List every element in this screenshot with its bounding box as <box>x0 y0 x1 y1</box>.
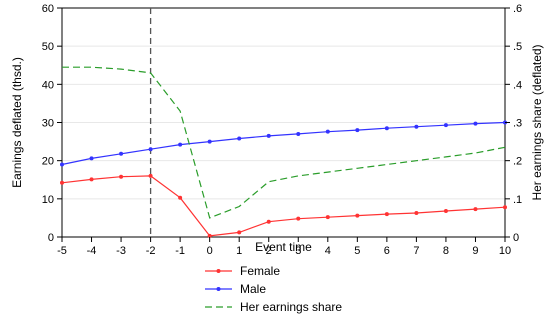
data-point-male <box>443 123 448 128</box>
x-tick-label: 8 <box>443 245 449 257</box>
legend-label-her-earnings-share: Her earnings share <box>240 300 342 314</box>
y-right-tick-label: .3 <box>513 118 522 130</box>
y-right-tick-label: 0 <box>513 232 519 244</box>
x-tick-label: -1 <box>175 245 185 257</box>
y-right-tick-label: .2 <box>513 156 522 168</box>
legend-marker-female <box>216 269 221 273</box>
series-lines <box>60 66 507 238</box>
data-point-male <box>148 147 153 152</box>
x-tick-label: 10 <box>499 245 511 257</box>
x-tick-label: 7 <box>413 245 419 257</box>
data-point-female <box>60 180 64 185</box>
y-left-tick-label: 30 <box>42 118 54 130</box>
data-point-female <box>148 173 153 178</box>
x-tick-label: 3 <box>295 245 301 257</box>
y-right-tick-label: .6 <box>513 3 522 15</box>
x-tick-label: 2 <box>266 245 272 257</box>
x-tick-label: 5 <box>354 245 360 257</box>
data-point-female <box>178 195 183 200</box>
y-left-tick-label: 20 <box>42 156 54 168</box>
y-left-tick-label: 50 <box>42 41 54 53</box>
data-point-female <box>473 207 478 212</box>
y-left-tick-label: 10 <box>42 194 54 206</box>
y-right-tick-label: .5 <box>513 41 522 53</box>
data-point-female <box>266 219 271 224</box>
data-point-female <box>384 212 389 217</box>
y-left-tick-label: 40 <box>42 79 54 91</box>
data-point-male <box>119 151 124 156</box>
y-right-tick-label: .4 <box>513 79 522 91</box>
data-point-male <box>414 124 419 129</box>
data-point-male <box>89 156 94 161</box>
y-right-axis-title: Her earnings share (deflated) <box>530 44 544 200</box>
y-right-tick-label: .1 <box>513 194 522 206</box>
x-tick-label: 6 <box>384 245 390 257</box>
data-point-female <box>355 213 360 218</box>
data-point-female <box>443 209 448 214</box>
x-tick-label: -2 <box>146 245 156 257</box>
y-left-axis-title: Earnings deflated (thsd.) <box>10 57 24 188</box>
data-point-female <box>503 205 507 210</box>
x-tick-label: 1 <box>236 245 242 257</box>
legend: Female Male Her earnings share <box>205 264 342 314</box>
x-tick-label: 9 <box>472 245 478 257</box>
data-point-male <box>384 126 389 131</box>
data-point-male <box>296 131 301 136</box>
data-point-male <box>60 162 64 167</box>
data-point-male <box>237 136 242 141</box>
x-tick-label: 0 <box>207 245 213 257</box>
data-point-female <box>325 215 330 220</box>
y-left-tick-label: 60 <box>42 3 54 15</box>
x-tick-label: -4 <box>87 245 97 257</box>
grid-lines <box>62 7 505 238</box>
x-tick-label: -3 <box>116 245 126 257</box>
y-left-tick-label: 0 <box>48 232 54 244</box>
data-point-female <box>207 233 212 238</box>
x-tick-label: -5 <box>57 245 67 257</box>
data-point-female <box>296 216 301 221</box>
legend-label-male: Male <box>240 282 266 296</box>
data-point-male <box>473 121 478 126</box>
series-line-male <box>61 121 506 166</box>
legend-marker-male <box>216 287 221 291</box>
data-point-female <box>89 177 94 182</box>
data-point-male <box>325 129 330 134</box>
data-point-male <box>207 139 212 144</box>
series-line-her-earnings-share <box>62 66 506 219</box>
data-point-male <box>178 142 183 147</box>
x-axis-title: Event time <box>255 240 312 254</box>
legend-label-female: Female <box>240 264 280 278</box>
data-point-male <box>355 128 360 133</box>
data-point-female <box>414 210 419 215</box>
data-point-female <box>237 230 242 235</box>
series-line-female <box>61 175 506 237</box>
data-point-male <box>266 133 271 138</box>
data-point-female <box>119 174 124 179</box>
x-tick-label: 4 <box>325 245 331 257</box>
